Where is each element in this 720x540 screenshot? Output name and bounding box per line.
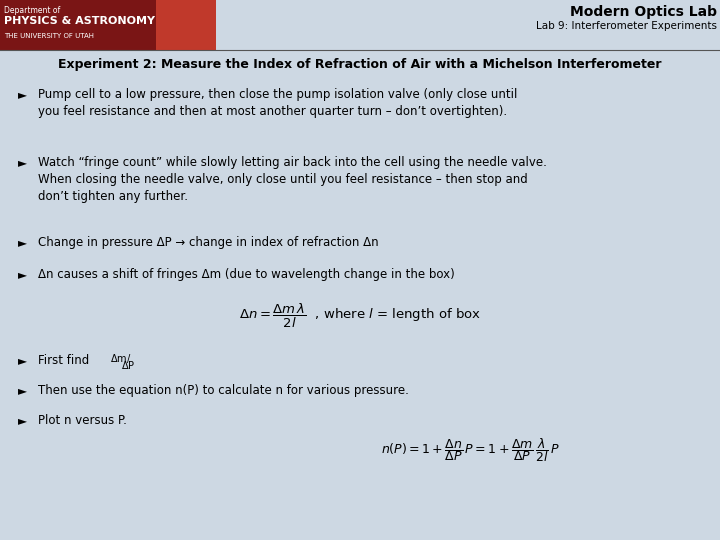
Text: ►: ► (18, 156, 27, 169)
Text: ►: ► (18, 414, 27, 427)
Text: Δn causes a shift of fringes Δm (due to wavelength change in the box): Δn causes a shift of fringes Δm (due to … (38, 268, 455, 281)
Text: Pump cell to a low pressure, then close the pump isolation valve (only close unt: Pump cell to a low pressure, then close … (38, 88, 518, 118)
Text: THE UNIVERSITY OF UTAH: THE UNIVERSITY OF UTAH (4, 33, 94, 39)
Text: Modern Optics Lab: Modern Optics Lab (570, 5, 717, 19)
Text: Change in pressure ΔP → change in index of refraction Δn: Change in pressure ΔP → change in index … (38, 236, 379, 249)
Text: $n(P) = 1 + \dfrac{\Delta n}{\Delta P}\,P = 1 + \dfrac{\Delta m}{\Delta P}\,\dfr: $n(P) = 1 + \dfrac{\Delta n}{\Delta P}\,… (381, 436, 559, 464)
Bar (216, 0, 720, 50)
Text: $\mathregular{\Delta}$P: $\mathregular{\Delta}$P (121, 359, 135, 371)
Text: PHYSICS & ASTRONOMY: PHYSICS & ASTRONOMY (4, 16, 155, 26)
Text: ►: ► (18, 236, 27, 249)
Text: First find: First find (38, 354, 89, 367)
Text: ►: ► (18, 354, 27, 367)
Text: $\Delta n = \dfrac{\Delta m\,\lambda}{2l}$  , where $l$ = length of box: $\Delta n = \dfrac{\Delta m\,\lambda}{2l… (239, 302, 481, 330)
Text: Then use the equation n(P) to calculate n for various pressure.: Then use the equation n(P) to calculate … (38, 384, 409, 397)
Text: Watch “fringe count” while slowly letting air back into the cell using the needl: Watch “fringe count” while slowly lettin… (38, 156, 547, 203)
Text: Experiment 2: Measure the Index of Refraction of Air with a Michelson Interferom: Experiment 2: Measure the Index of Refra… (58, 58, 662, 71)
Text: ►: ► (18, 268, 27, 281)
Text: $\mathregular{\Delta}$m/: $\mathregular{\Delta}$m/ (110, 352, 132, 365)
Bar (0, 0, 156, 50)
Text: Department of: Department of (4, 6, 60, 15)
Text: ►: ► (18, 384, 27, 397)
Text: Plot n versus P.: Plot n versus P. (38, 414, 127, 427)
Text: ►: ► (18, 88, 27, 101)
Bar (0, 0, 216, 50)
Text: Lab 9: Interferometer Experiments: Lab 9: Interferometer Experiments (536, 21, 717, 31)
